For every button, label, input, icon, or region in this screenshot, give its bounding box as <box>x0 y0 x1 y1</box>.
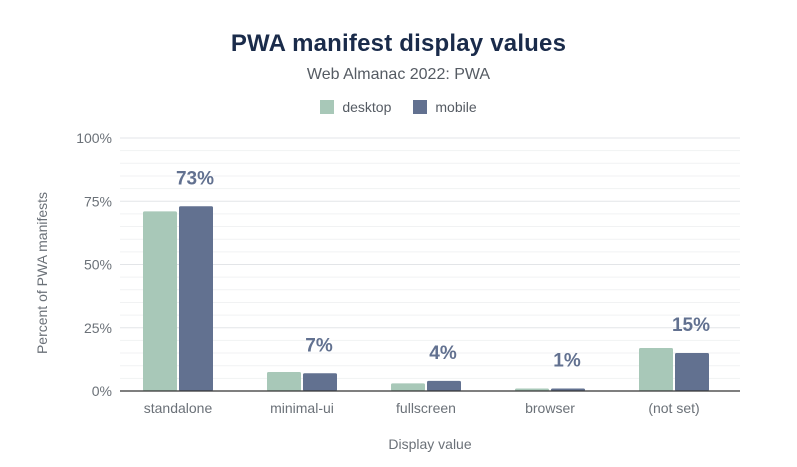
bar-desktop-4[interactable] <box>639 347 673 391</box>
legend-item-mobile[interactable]: mobile <box>413 99 477 115</box>
data-label: 73% <box>176 168 214 189</box>
chart-title: PWA manifest display values <box>230 30 567 57</box>
bar-desktop-3[interactable] <box>515 388 549 391</box>
legend-label-mobile: mobile <box>435 99 477 115</box>
data-labels: 73% 7% 4% 1% 15% <box>176 168 710 371</box>
data-label: 4% <box>429 343 457 364</box>
y-tick-label: 50% <box>84 257 112 273</box>
bar-desktop-0[interactable] <box>143 211 177 391</box>
bar-mobile-4[interactable] <box>675 353 709 391</box>
axes: 0% 25% 50% 75% 100% standalone minimal-ui fulls… <box>76 130 740 416</box>
bar-mobile-1[interactable] <box>303 373 337 391</box>
legend-label-desktop: desktop <box>342 99 392 115</box>
x-tick-label: standalone <box>144 400 213 416</box>
data-label: 1% <box>553 350 581 371</box>
legend: desktop mobile <box>0 99 797 115</box>
chart-subtitle: Web Almanac 2022: PWA <box>306 66 491 83</box>
bar-desktop-2[interactable] <box>391 383 425 391</box>
x-tick-label: fullscreen <box>396 400 456 416</box>
legend-item-desktop[interactable]: desktop <box>320 99 391 115</box>
bar-mobile-2[interactable] <box>427 380 461 391</box>
y-tick-label: 100% <box>76 130 112 146</box>
data-label: 7% <box>305 335 333 356</box>
gridlines <box>120 137 740 379</box>
x-tick-label: browser <box>525 400 575 416</box>
y-tick-label: 0% <box>92 383 112 399</box>
y-tick-label: 75% <box>84 193 112 209</box>
x-axis-title: Display value <box>388 436 471 452</box>
y-axis-title: Percent of PWA manifests <box>34 192 50 354</box>
y-tick-label: 25% <box>84 320 112 336</box>
bar-desktop-1[interactable] <box>267 372 301 391</box>
x-tick-label: minimal-ui <box>270 400 334 416</box>
x-tick-label: (not set) <box>648 400 699 416</box>
legend-swatch-desktop <box>320 100 335 114</box>
bar-mobile-0[interactable] <box>179 206 213 391</box>
legend-swatch-mobile <box>413 100 428 114</box>
data-label: 15% <box>672 315 710 336</box>
bar-mobile-3[interactable] <box>551 388 585 391</box>
bars <box>143 206 709 391</box>
